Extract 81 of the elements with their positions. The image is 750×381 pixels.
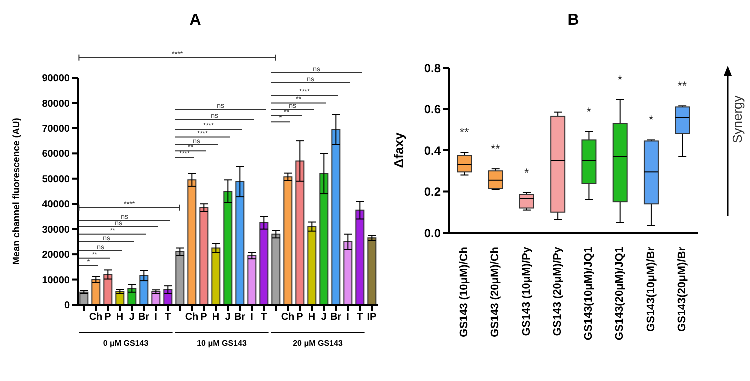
bar (176, 252, 185, 305)
x-tick-label: GS143(20μM)/JQ1 (614, 247, 626, 341)
annotation: ** (460, 126, 470, 140)
x-tick-label: T (164, 312, 172, 324)
bar (236, 181, 245, 305)
y-tick-label: 30000 (42, 224, 70, 236)
y-tick-label: 0.2 (424, 185, 442, 200)
y-tick-label: 0.8 (424, 61, 442, 76)
y-axis-title: Δfaxy (392, 132, 407, 168)
x-tick-label: T (260, 312, 268, 324)
bar (272, 234, 281, 305)
x-tick-label: P (104, 312, 112, 324)
chart-title: A (188, 12, 202, 30)
y-tick-label: 20000 (42, 250, 70, 262)
annotation: ** (491, 142, 501, 156)
bar (140, 275, 149, 305)
x-tick-label: I (250, 312, 254, 324)
y-tick-label: 50000 (42, 174, 70, 186)
x-tick-label: GS143 (20μM)/Ch (490, 246, 502, 338)
x-tick-label: I (154, 312, 158, 324)
x-tick-label: GS143 (10μM)/Ch (458, 246, 471, 338)
x-tick-label: GS143(10μM)/Br (645, 246, 658, 332)
bar (308, 226, 317, 305)
x-tick-label: J (225, 312, 231, 324)
y-tick-label: 10000 (42, 275, 70, 286)
bar (200, 207, 209, 305)
y-tick-label: 60000 (42, 149, 70, 160)
annotation: * (648, 113, 654, 128)
x-tick-label: IP (367, 312, 378, 324)
y-tick-label: 70000 (42, 124, 70, 135)
x-tick-label: H (116, 312, 124, 324)
x-tick-label: T (356, 312, 364, 324)
bar (356, 210, 365, 305)
x-tick-label: Ch (185, 312, 199, 324)
bar (344, 241, 353, 305)
bar (128, 288, 137, 305)
x-tick-label: J (321, 312, 327, 324)
x-tick-label: GS143(20μM)/Br (676, 246, 688, 332)
chart-title: B (566, 12, 580, 30)
x-tick-label: Br (330, 312, 342, 324)
bar (284, 176, 293, 305)
annotation: * (524, 166, 530, 180)
x-tick-label: Br (138, 312, 150, 324)
bar (332, 129, 341, 305)
x-tick-label: Ch (281, 312, 295, 324)
bar (92, 279, 101, 305)
x-tick-label: P (200, 312, 208, 324)
x-tick-label: Ch (89, 312, 103, 324)
bar (320, 173, 329, 305)
bar (296, 160, 305, 305)
bar (212, 248, 221, 305)
y-tick-label: 0 (64, 300, 70, 312)
x-tick-label: J (129, 312, 135, 324)
bar (260, 222, 269, 305)
y-tick-label: 0.0 (424, 226, 442, 240)
text: Synergy (730, 95, 745, 144)
bar (248, 255, 257, 305)
x-tick-label: GS143 (20μM)/Py (552, 246, 564, 336)
bar (224, 191, 233, 305)
y-tick-label: 90000 (42, 74, 70, 85)
x-tick-label: GS143(10μM)/JQ1 (583, 247, 596, 341)
text: 10 μM GS143 (197, 339, 248, 348)
x-tick-label: P (296, 312, 304, 324)
bar (104, 274, 113, 305)
x-tick-label: Br (234, 312, 246, 324)
y-tick-label: 0.6 (424, 102, 442, 117)
x-tick-label: H (308, 312, 316, 324)
y-tick-label: 80000 (42, 98, 70, 110)
y-axis-title: Mean channel fluorescence (AU) (11, 118, 22, 265)
y-tick-label: 40000 (42, 200, 70, 211)
x-tick-label: H (212, 312, 220, 324)
x-tick-label: GS143 (10μM)/Py (520, 246, 533, 336)
y-tick-label: 0.4 (424, 144, 442, 158)
bar (368, 238, 377, 305)
annotation: * (586, 104, 592, 119)
annotation: ** (678, 79, 688, 94)
annotation: * (618, 72, 623, 87)
text: 0 μM GS143 (103, 339, 150, 348)
bar (188, 180, 197, 305)
x-tick-label: I (346, 312, 350, 324)
text: 20 μM GS143 (293, 339, 344, 348)
